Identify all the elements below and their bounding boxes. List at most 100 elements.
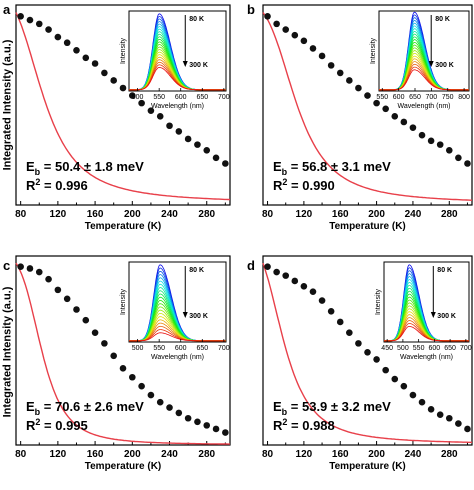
- data-point: [35, 20, 43, 28]
- data-point: [110, 77, 117, 84]
- x-tick-label: 160: [87, 449, 104, 460]
- data-point: [309, 45, 317, 52]
- data-point: [291, 277, 299, 285]
- inset-label-high-temp: 80 K: [437, 267, 452, 274]
- data-point: [309, 288, 317, 295]
- x-tick-label: 200: [368, 209, 385, 220]
- x-tick-label: 240: [161, 209, 178, 220]
- data-point: [17, 263, 24, 270]
- data-point: [436, 411, 444, 418]
- data-point: [300, 37, 308, 45]
- inset-x-tick-label: 650: [196, 94, 208, 101]
- r2-annotation: R2 = 0.988: [273, 417, 335, 433]
- temperature-arrow-head: [182, 312, 188, 318]
- data-point: [455, 420, 462, 427]
- data-point: [212, 154, 220, 162]
- data-point: [147, 391, 155, 399]
- data-point: [282, 272, 290, 279]
- inset-label-high-temp: 80 K: [189, 16, 204, 23]
- data-point: [318, 52, 326, 60]
- data-point: [73, 46, 80, 54]
- inset-spectrum: [379, 69, 469, 91]
- inset-x-tick-label: 450: [381, 345, 393, 352]
- inset-y-axis-label: Intensity: [120, 288, 127, 315]
- data-point: [82, 54, 90, 62]
- x-tick-label: 280: [441, 209, 458, 220]
- x-tick-label: 120: [296, 449, 313, 460]
- eb-annotation: Eb = 50.4 ± 1.8 meV: [26, 159, 144, 177]
- data-point: [464, 160, 471, 167]
- eb-annotation: Eb = 70.6 ± 2.6 meV: [26, 399, 144, 417]
- x-tick-label: 200: [368, 449, 385, 460]
- data-point: [203, 422, 211, 429]
- data-point: [364, 92, 371, 99]
- x-tick-label: 160: [332, 449, 349, 460]
- plot-frame: [262, 4, 473, 206]
- data-point: [129, 92, 136, 99]
- data-point: [184, 135, 192, 143]
- r2-annotation: R2 = 0.990: [273, 177, 335, 193]
- inset-x-tick-label: 550: [153, 345, 165, 352]
- inset-y-axis-label: Intensity: [120, 37, 127, 64]
- data-point: [26, 265, 34, 272]
- data-point: [336, 69, 344, 77]
- inset-label-low-temp: 300 K: [189, 313, 208, 320]
- data-point: [63, 295, 71, 303]
- data-point: [273, 268, 280, 276]
- x-axis-label: Temperature (K): [85, 221, 162, 232]
- data-point: [445, 146, 453, 154]
- x-tick-label: 280: [198, 209, 215, 220]
- data-point: [138, 99, 145, 107]
- inset-x-tick-label: 500: [397, 345, 409, 352]
- x-tick-label: 280: [198, 449, 215, 460]
- inset-label-high-temp: 80 K: [435, 16, 450, 23]
- data-point: [45, 275, 52, 283]
- inset-x-tick-label: 800: [458, 94, 470, 101]
- temperature-arrow-head: [182, 61, 188, 67]
- data-point: [409, 391, 417, 399]
- data-point: [382, 366, 389, 374]
- panel-label-b: b: [247, 2, 255, 17]
- data-point: [73, 306, 80, 313]
- temperature-arrow-head: [428, 61, 434, 67]
- data-point: [147, 107, 155, 114]
- inset-x-tick-label: 500: [132, 345, 144, 352]
- inset-x-axis-label: Wavelength (nm): [400, 354, 453, 361]
- inset-spectrum: [384, 326, 469, 342]
- x-tick-label: 240: [405, 449, 422, 460]
- data-point: [101, 69, 108, 77]
- data-point: [427, 137, 435, 145]
- data-point: [212, 425, 220, 433]
- data-point: [91, 60, 99, 67]
- plot-frame: [262, 255, 473, 446]
- inset-y-axis-label: Intensity: [370, 37, 377, 64]
- inset-spectrum: [129, 66, 226, 91]
- x-tick-label: 160: [87, 209, 104, 220]
- data-point: [194, 418, 201, 426]
- data-point: [300, 283, 308, 290]
- data-point: [82, 316, 90, 324]
- inset-y-axis-label: Intensity: [375, 288, 382, 315]
- x-tick-label: 240: [161, 449, 178, 460]
- inset-x-tick-label: 600: [429, 345, 441, 352]
- inset-x-tick-label: 600: [393, 94, 405, 101]
- data-point: [391, 113, 399, 120]
- data-point: [346, 329, 353, 336]
- x-tick-label: 240: [405, 209, 422, 220]
- data-point: [26, 16, 34, 24]
- data-point: [101, 340, 108, 347]
- data-point: [364, 348, 371, 356]
- inset-x-tick-label: 550: [376, 94, 388, 101]
- data-point: [445, 414, 453, 422]
- data-point: [119, 84, 127, 92]
- plot-frame: [15, 4, 231, 206]
- inset-label-low-temp: 300 K: [435, 62, 454, 69]
- inset-x-tick-label: 500: [132, 94, 144, 101]
- inset-spectrum: [129, 332, 226, 342]
- data-point: [336, 318, 344, 326]
- x-axis-label: Temperature (K): [329, 461, 406, 472]
- data-point: [400, 382, 408, 390]
- inset-x-tick-label: 650: [196, 345, 208, 352]
